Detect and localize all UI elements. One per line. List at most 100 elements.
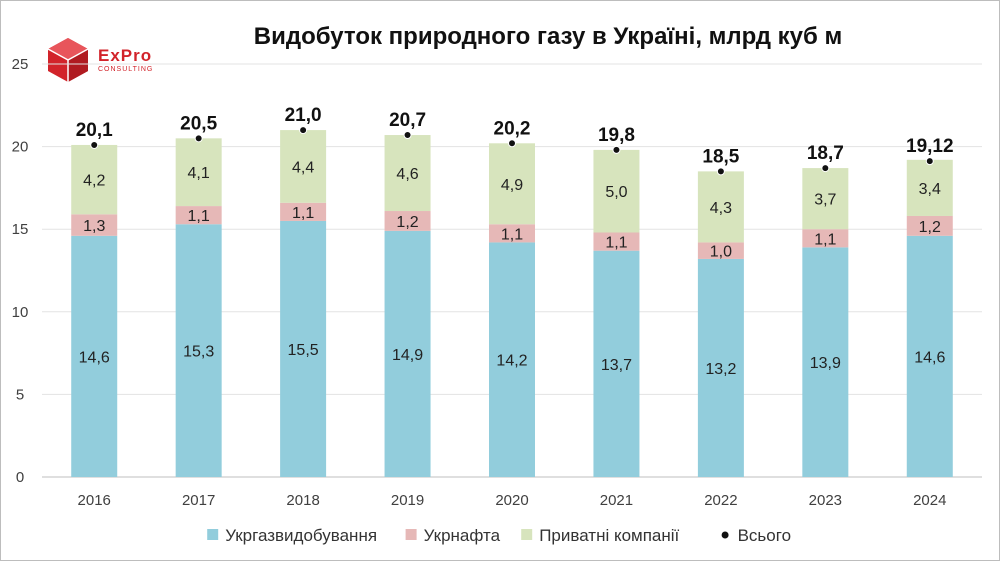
- y-axis: 0 5 10 15 20 25: [12, 56, 29, 486]
- data-label: 1,1: [501, 226, 523, 243]
- legend: Укргазвидобування Укрнафта Приватні компан…: [207, 526, 791, 545]
- bar-segment: [697, 242, 744, 259]
- logo-cube-icon: [47, 38, 89, 82]
- bar-segment: [906, 235, 953, 477]
- data-label: 1,1: [188, 208, 210, 225]
- data-label: 4,2: [83, 173, 105, 190]
- data-label: 4,9: [501, 177, 523, 194]
- bar-segment: [489, 224, 535, 243]
- bar-segment: [71, 235, 118, 477]
- bar-segment: [802, 168, 849, 230]
- total-marker: [925, 157, 934, 166]
- legend-label: Укрнафта: [424, 526, 501, 545]
- total-label: 20,5: [180, 113, 217, 134]
- data-label: 1,2: [396, 214, 418, 231]
- data-label: 4,4: [292, 159, 314, 176]
- data-label: 14,6: [79, 349, 110, 366]
- total-marker: [403, 131, 412, 140]
- data-label: 1,1: [814, 231, 836, 248]
- total-label: 20,7: [389, 110, 426, 131]
- data-label: 13,7: [601, 357, 632, 374]
- total-label: 18,5: [702, 146, 739, 167]
- legend-label: Всього: [738, 526, 791, 545]
- bar-segment: [697, 258, 744, 477]
- x-tick-label: 2020: [495, 492, 528, 509]
- data-label: 14,2: [496, 353, 527, 370]
- total-marker: [90, 140, 99, 149]
- data-label: 1,3: [83, 218, 105, 235]
- x-tick-label: 2019: [391, 492, 424, 509]
- legend-swatch: [207, 529, 219, 540]
- data-label: 1,1: [605, 235, 627, 252]
- bar-segment: [280, 220, 327, 477]
- legend-swatch: [521, 529, 533, 540]
- bar-segment: [593, 232, 640, 251]
- y-tick-label: 10: [12, 304, 29, 321]
- data-label: 13,9: [810, 355, 841, 372]
- x-tick-label: 2022: [704, 492, 737, 509]
- logo-subtitle: CONSULTING: [98, 65, 154, 73]
- data-label: 4,3: [710, 200, 732, 217]
- bar-segment: [802, 247, 849, 477]
- bar-segment: [175, 224, 222, 477]
- x-tick-label: 2023: [809, 492, 842, 509]
- y-tick-label: 20: [12, 139, 29, 156]
- data-label: 13,2: [705, 361, 736, 378]
- total-label: 21,0: [285, 105, 322, 126]
- bar-segment: [175, 138, 222, 207]
- total-marker: [194, 134, 203, 143]
- data-label: 4,6: [396, 166, 418, 183]
- bar-segment: [175, 206, 222, 225]
- data-label: 3,7: [814, 192, 836, 209]
- bar-segment: [697, 171, 744, 243]
- bar-segment: [384, 230, 431, 477]
- bar-segment: [71, 144, 118, 215]
- x-tick-label: 2017: [182, 492, 215, 509]
- total-label: 19,8: [598, 125, 635, 146]
- total-label: 20,1: [76, 120, 113, 141]
- x-tick-label: 2024: [913, 492, 946, 509]
- bar-segment: [906, 159, 953, 216]
- bar-segment: [489, 242, 535, 477]
- x-tick-label: 2016: [78, 492, 111, 509]
- y-tick-label: 15: [12, 221, 29, 238]
- data-label: 1,1: [292, 205, 314, 222]
- data-label: 15,3: [183, 344, 214, 361]
- x-tick-label: 2018: [286, 492, 319, 509]
- legend-label: Приватні компанії: [539, 526, 679, 545]
- bar-segment: [593, 250, 640, 477]
- total-label: 20,2: [494, 118, 531, 139]
- bar-segment: [489, 143, 535, 225]
- x-axis: 2016 2017 2018 2019 2020 2021 2022 2023 2024: [78, 492, 947, 509]
- y-tick-label: 25: [12, 56, 29, 73]
- x-tick-label: 2021: [600, 492, 633, 509]
- bar-segment: [280, 202, 327, 221]
- data-label: 1,0: [710, 244, 732, 261]
- y-tick-label: 0: [16, 469, 24, 486]
- logo-name: ExPro: [98, 45, 153, 65]
- bar-segment: [384, 135, 431, 212]
- legend-label: Укргазвидобування: [225, 526, 377, 545]
- data-label: 14,9: [392, 347, 423, 364]
- bar-segment: [802, 229, 849, 248]
- bar-segment: [71, 214, 118, 236]
- data-label: 14,6: [914, 349, 945, 366]
- total-label: 18,7: [807, 143, 844, 164]
- bar-segment: [593, 149, 640, 233]
- total-marker: [612, 145, 621, 154]
- bar-segment: [280, 130, 327, 203]
- total-marker: [508, 139, 516, 148]
- total-marker: [821, 164, 830, 173]
- bars: 14,6 1,3 4,2 20,1 15,3 1,1 4,1 20,5 15,5 1,1 4,4 21…: [71, 105, 954, 477]
- bar-segment: [906, 215, 953, 236]
- expro-logo: ExPro CONSULTING: [44, 36, 153, 84]
- total-marker: [716, 167, 725, 176]
- data-label: 15,5: [288, 342, 319, 359]
- data-label: 5,0: [605, 184, 627, 201]
- data-label: 1,2: [919, 219, 941, 236]
- chart-title: Видобуток природного газу в Україні, млр…: [254, 23, 842, 50]
- legend-marker: [721, 531, 729, 539]
- total-marker: [299, 126, 308, 135]
- legend-swatch: [405, 529, 417, 540]
